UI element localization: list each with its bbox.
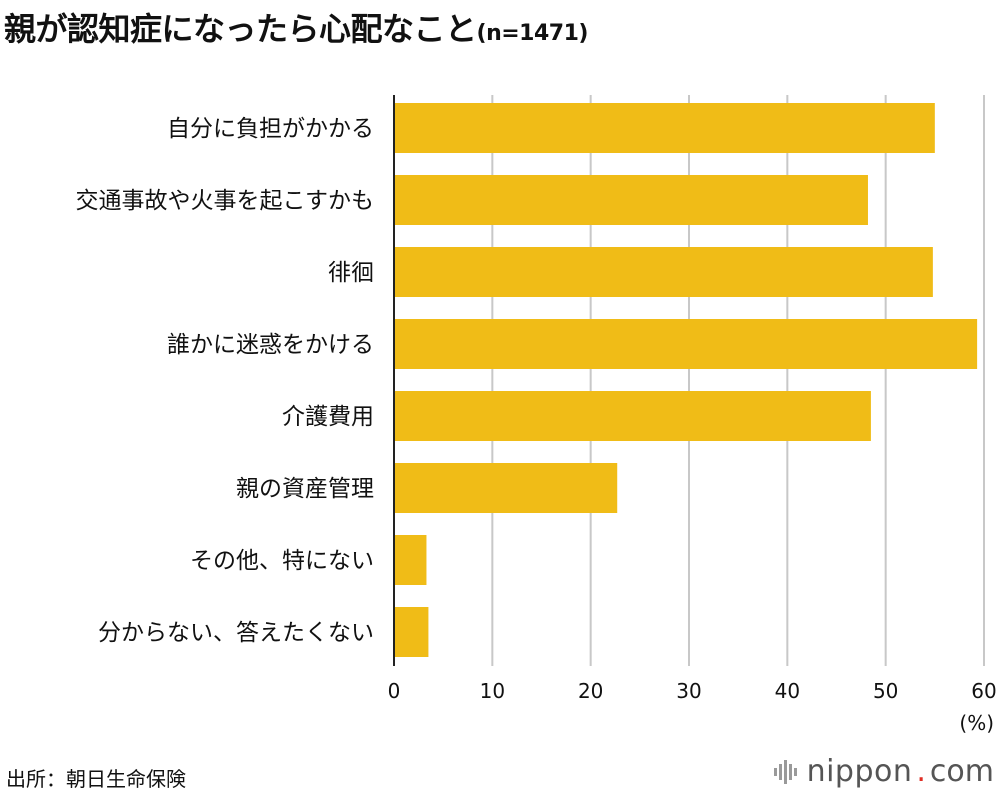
x-tick-label: 40 [775, 679, 800, 703]
bar-8 [394, 607, 429, 657]
x-tick-label: 60 [971, 679, 996, 703]
bar-6 [394, 463, 618, 513]
x-tick-label: 30 [676, 679, 701, 703]
bar-4 [394, 319, 978, 369]
category-label: 親の資産管理 [236, 476, 374, 502]
bar-7 [394, 535, 427, 585]
x-axis-unit: (%) [959, 711, 994, 735]
category-labels: 自分に負担がかかる交通事故や火事を起こすかも徘徊誰かに迷惑をかける介護費用親の資… [75, 116, 374, 646]
category-label: その他、特にない [190, 548, 374, 574]
nippon-logo-icon [773, 759, 797, 784]
bars [394, 103, 978, 657]
bar-1 [394, 103, 935, 153]
category-label: 自分に負担がかかる [167, 116, 374, 142]
bar-3 [394, 247, 933, 297]
x-axis-ticks: 0 10 20 30 40 50 60 [388, 679, 997, 703]
category-label: 誰かに迷惑をかける [167, 332, 374, 358]
category-label: 交通事故や火事を起こすかも [75, 188, 374, 214]
chart-title-text: 親が認知症になったら心配なこと [4, 10, 477, 48]
sample-size: (n=1471) [476, 21, 589, 46]
brand-tld: com [929, 754, 994, 789]
chart-title: 親が認知症になったら心配なこと(n=1471) [4, 4, 588, 50]
x-tick-label: 50 [873, 679, 898, 703]
x-tick-label: 10 [480, 679, 505, 703]
bar-2 [394, 175, 868, 225]
category-label: 介護費用 [282, 404, 374, 430]
x-tick-label: 0 [388, 679, 401, 703]
brand-dot: . [916, 754, 926, 789]
category-label: 分からない、答えたくない [98, 620, 374, 646]
bar-5 [394, 391, 871, 441]
brand-logo: nippon. com [773, 754, 994, 789]
source-note: 出所：朝日生命保険 [6, 767, 186, 791]
category-label: 徘徊 [328, 260, 374, 286]
x-tick-label: 20 [578, 679, 603, 703]
brand-name: nippon [806, 754, 913, 789]
